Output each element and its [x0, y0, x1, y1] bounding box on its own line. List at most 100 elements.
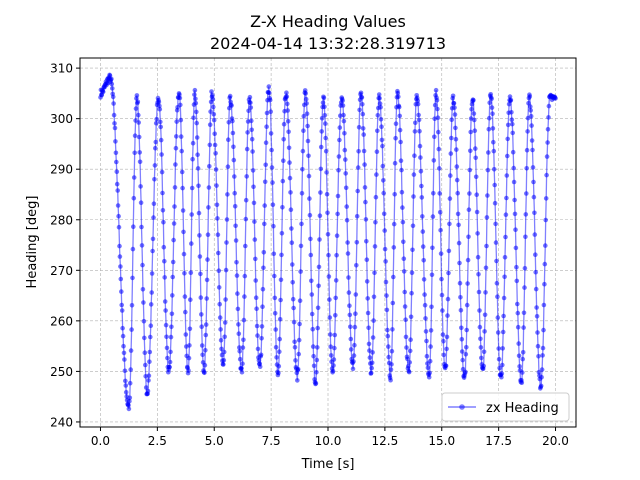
data-point: [373, 220, 378, 225]
data-point: [456, 240, 462, 246]
data-point: [421, 277, 427, 282]
data-point: [436, 129, 441, 135]
data-point: [520, 356, 525, 362]
data-point: [215, 216, 220, 221]
data-point: [459, 325, 464, 331]
data-point: [318, 190, 323, 195]
data-point: [307, 196, 312, 201]
data-point: [119, 289, 124, 294]
data-point: [118, 276, 124, 282]
data-point: [332, 345, 337, 351]
data-point: [189, 212, 194, 217]
data-point: [523, 212, 529, 217]
data-point: [468, 129, 474, 135]
data-point: [503, 234, 508, 240]
data-point: [121, 343, 126, 349]
data-point: [451, 101, 457, 106]
data-point: [253, 256, 258, 262]
data-point: [330, 368, 336, 374]
data-point: [351, 353, 357, 358]
y-tick-label: 280: [50, 213, 73, 227]
data-point: [159, 169, 165, 175]
data-point: [326, 274, 332, 279]
data-point: [361, 132, 367, 137]
data-point: [229, 103, 234, 108]
data-point: [114, 181, 120, 187]
x-tick-label: 2.5: [148, 434, 167, 448]
data-point: [290, 296, 296, 302]
data-point: [299, 221, 304, 227]
data-point: [340, 98, 345, 103]
data-point: [300, 148, 306, 154]
data-point: [164, 345, 170, 351]
data-point: [437, 210, 443, 215]
data-point: [529, 123, 534, 128]
data-point: [535, 330, 540, 335]
data-point: [206, 205, 211, 210]
data-point: [511, 165, 516, 171]
data-point: [250, 149, 255, 154]
data-point: [314, 370, 319, 375]
data-point: [411, 194, 416, 199]
data-point: [262, 221, 267, 227]
data-point: [449, 117, 455, 122]
data-point: [225, 164, 231, 169]
data-point: [371, 318, 376, 323]
data-point: [120, 333, 126, 339]
data-point: [204, 277, 210, 283]
data-point: [273, 327, 279, 332]
data-point: [467, 167, 473, 173]
data-point: [156, 99, 162, 105]
data-point: [277, 349, 282, 355]
data-point: [268, 109, 274, 114]
data-point: [322, 113, 328, 118]
data-point: [245, 130, 250, 135]
data-point: [420, 229, 426, 234]
data-point: [217, 315, 223, 320]
data-point: [239, 369, 245, 375]
data-point: [408, 314, 414, 320]
data-point: [395, 90, 401, 96]
x-tick-label: 15.0: [428, 434, 455, 448]
data-point: [186, 368, 191, 373]
data-point: [311, 363, 317, 369]
data-point: [401, 239, 406, 245]
data-point: [182, 271, 187, 276]
data-point: [232, 190, 237, 196]
data-point: [481, 363, 487, 369]
data-point: [126, 403, 131, 408]
data-point: [293, 358, 298, 363]
data-point: [192, 87, 198, 93]
data-point: [362, 185, 368, 190]
data-point: [172, 185, 178, 190]
data-point: [491, 167, 497, 172]
data-point: [453, 125, 458, 131]
data-point: [243, 243, 248, 249]
data-point: [291, 319, 297, 325]
data-point: [526, 100, 531, 106]
data-point: [477, 308, 482, 313]
data-point: [321, 95, 327, 101]
data-point: [317, 213, 323, 218]
data-point: [324, 191, 330, 197]
data-point: [500, 346, 506, 351]
data-point: [416, 117, 422, 123]
data-point: [127, 380, 133, 386]
data-point: [251, 184, 256, 190]
data-point: [459, 349, 465, 354]
data-point: [473, 155, 479, 161]
data-point: [344, 217, 350, 223]
data-point: [415, 98, 421, 103]
data-point: [444, 346, 449, 352]
data-point: [553, 96, 558, 101]
data-point: [363, 199, 368, 205]
data-point: [205, 232, 211, 237]
y-tick-label: 270: [50, 264, 73, 278]
data-point: [423, 316, 428, 321]
data-point: [459, 337, 465, 342]
data-point: [501, 313, 506, 319]
data-point: [295, 367, 301, 372]
data-point: [384, 293, 389, 298]
data-point: [315, 345, 320, 350]
data-point: [309, 311, 315, 317]
